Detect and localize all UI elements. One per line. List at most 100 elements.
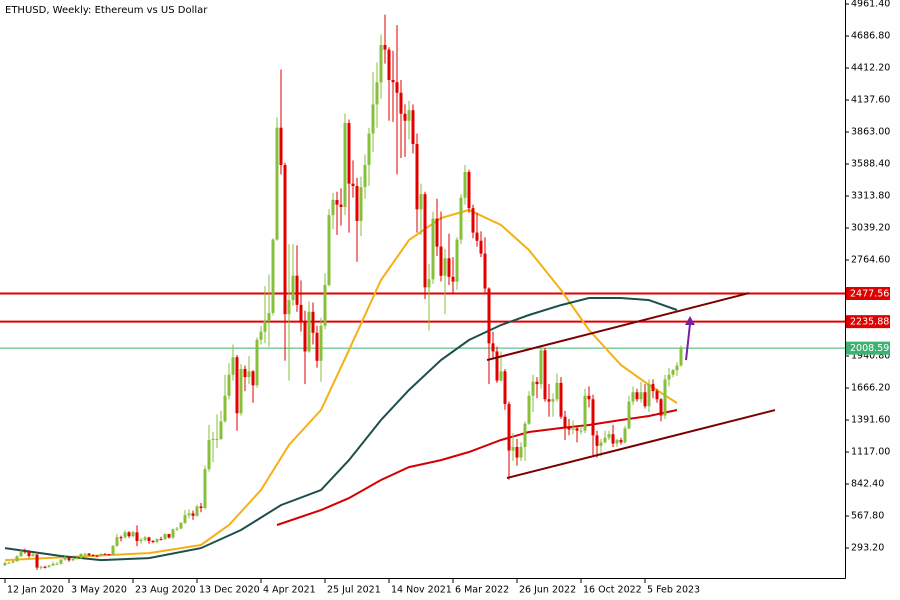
- candle-body: [59, 559, 63, 564]
- candle-body: [539, 350, 543, 385]
- candle-body: [331, 199, 335, 216]
- candle-body: [99, 553, 103, 556]
- candle-body: [555, 382, 559, 400]
- candle-body: [75, 558, 79, 560]
- price-tag: [846, 286, 890, 300]
- y-tick-label: 842.40: [851, 479, 884, 490]
- candle-body: [427, 279, 431, 288]
- y-tick-label: 3588.40: [851, 159, 890, 170]
- candle-body: [63, 557, 67, 560]
- candle-body: [495, 351, 499, 381]
- candle-body: [135, 532, 139, 542]
- candle-body: [191, 513, 195, 516]
- candle-body: [259, 331, 263, 340]
- candle-body: [607, 434, 611, 438]
- candle-body: [655, 391, 659, 400]
- candle-body: [275, 127, 279, 240]
- candle-body: [103, 553, 107, 555]
- trendline: [486, 292, 750, 362]
- x-tick-label: 12 Jan 2020: [7, 585, 64, 596]
- candle-body: [79, 553, 83, 559]
- y-tick-label: 4686.80: [851, 31, 890, 42]
- candle-body: [279, 127, 283, 166]
- candle-body: [247, 371, 251, 378]
- candle-body: [23, 551, 27, 553]
- candle-body: [531, 381, 535, 396]
- candle-body: [111, 545, 115, 556]
- candle-body: [671, 370, 675, 375]
- candle-body: [451, 276, 455, 282]
- candle-body: [307, 311, 311, 352]
- candle-body: [419, 194, 423, 210]
- candle-body: [139, 539, 143, 542]
- candle-body: [459, 197, 463, 240]
- candle-body: [171, 529, 175, 538]
- candle-body: [487, 288, 491, 344]
- candle-body: [339, 204, 343, 207]
- y-tick-label: 3313.80: [851, 191, 890, 202]
- candle-body: [591, 399, 595, 436]
- candle-body: [547, 399, 551, 402]
- candle-body: [627, 401, 631, 429]
- candle-body: [231, 357, 235, 375]
- candle-body: [323, 285, 327, 326]
- candle-body: [475, 232, 479, 241]
- candle-body: [551, 399, 555, 402]
- arrow-shaft: [685, 323, 691, 361]
- candle-body: [599, 442, 603, 446]
- candle-body: [55, 563, 59, 565]
- candle-body: [251, 371, 255, 386]
- candle-body: [91, 555, 95, 557]
- candle-body: [343, 123, 347, 207]
- candle-body: [519, 447, 523, 458]
- candle-body: [363, 165, 367, 188]
- candle-body: [39, 566, 43, 568]
- candle-body: [643, 392, 647, 407]
- candle-body: [387, 49, 391, 80]
- candle-body: [423, 194, 427, 288]
- candle-body: [319, 325, 323, 361]
- candle-body: [195, 506, 199, 516]
- candle-body: [415, 144, 419, 210]
- candle-body: [347, 123, 351, 184]
- y-tick-label: 3039.20: [851, 223, 890, 234]
- candle-body: [543, 350, 547, 400]
- candle-body: [43, 566, 47, 568]
- candle-body: [575, 428, 579, 431]
- candle-body: [635, 392, 639, 400]
- candle-body: [107, 554, 111, 556]
- candle-body: [35, 554, 39, 568]
- candle-body: [443, 258, 447, 276]
- candle-body: [507, 403, 511, 451]
- candle-body: [127, 532, 131, 537]
- candle-body: [663, 379, 667, 416]
- x-tick-label: 26 Jun 2022: [519, 585, 576, 596]
- candle-body: [359, 187, 363, 221]
- candle-body: [295, 275, 299, 305]
- candle-body: [467, 172, 471, 209]
- x-tick-label: 23 Aug 2020: [135, 585, 196, 596]
- candle-body: [147, 537, 151, 542]
- x-tick-label: 16 Oct 2022: [583, 585, 642, 596]
- candle-body: [179, 522, 183, 529]
- candle-body: [199, 506, 203, 508]
- candle-body: [227, 374, 231, 396]
- candle-body: [611, 434, 615, 444]
- candle-body: [571, 428, 575, 430]
- x-tick-label: 14 Nov 2021: [391, 585, 452, 596]
- candle-body: [379, 44, 383, 83]
- candle-body: [567, 427, 571, 430]
- plot-area: [0, 14, 845, 570]
- price-tag-label: 2477.56: [850, 288, 889, 299]
- candle-body: [327, 215, 331, 286]
- candle-body: [455, 239, 459, 282]
- candle-body: [675, 365, 679, 371]
- y-tick-label: 567.80: [851, 511, 884, 522]
- candle-body: [143, 537, 147, 540]
- candle-body: [155, 539, 159, 542]
- candle-body: [283, 165, 287, 315]
- arrow-head: [685, 316, 695, 326]
- y-tick-label: 1940.80: [851, 351, 890, 362]
